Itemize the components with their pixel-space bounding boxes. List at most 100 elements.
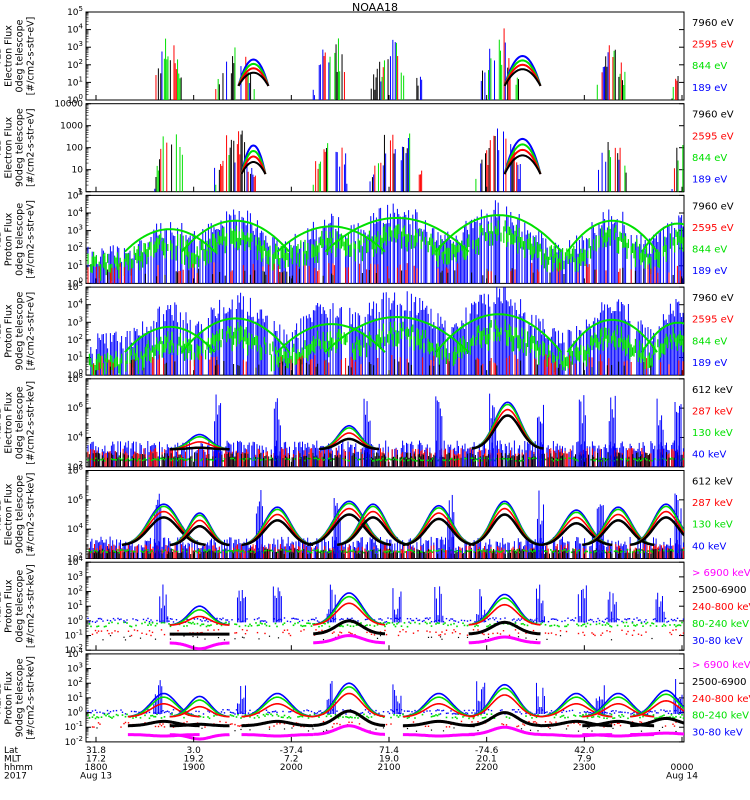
data-point: [574, 459, 577, 461]
data-point: [425, 551, 427, 553]
data-point: [323, 458, 326, 461]
data-point: [239, 550, 241, 553]
data-point: [481, 551, 483, 553]
data-point: [496, 550, 499, 552]
data-point: [216, 617, 218, 620]
data-point: [171, 457, 174, 460]
data-point: [103, 625, 106, 628]
data-point: [373, 625, 376, 627]
data-point: [126, 622, 128, 624]
legend-entry: 287 keV: [692, 406, 733, 417]
data-point: [417, 551, 419, 554]
y-label-line: TED: [0, 322, 4, 342]
series-line: [241, 506, 314, 546]
data-point: [123, 549, 126, 551]
y-tick-label: 102: [67, 333, 83, 346]
data-point: [494, 550, 496, 553]
data-point: [482, 549, 484, 551]
data-point: [174, 550, 176, 553]
y-tick-label: 10: [72, 166, 84, 176]
data-point: [475, 458, 478, 460]
data-point: [234, 459, 236, 461]
data-point: [108, 632, 110, 635]
data-point: [451, 457, 453, 460]
data-point: [553, 550, 556, 552]
data-point: [366, 549, 369, 552]
data-point: [370, 458, 373, 460]
series-line: [435, 313, 563, 353]
panel-data: [88, 287, 684, 376]
data-point: [90, 625, 92, 628]
data-point: [122, 457, 124, 460]
data-point: [464, 551, 466, 554]
data-point: [136, 459, 139, 462]
data-point: [130, 634, 133, 637]
data-point: [291, 617, 293, 620]
data-point: [189, 621, 191, 624]
data-point: [265, 549, 267, 552]
y-label-line: MEPED: [0, 498, 4, 531]
data-point: [235, 549, 237, 551]
data-point: [479, 457, 482, 460]
data-point: [267, 549, 270, 552]
data-point: [87, 617, 89, 620]
data-point: [615, 550, 617, 552]
y-tick-label: 101: [67, 599, 83, 612]
data-point: [93, 549, 96, 552]
data-point: [420, 459, 422, 461]
data-point: [232, 551, 235, 554]
data-point: [628, 458, 630, 461]
data-point: [524, 549, 526, 552]
data-point: [96, 625, 98, 628]
data-point: [192, 621, 194, 624]
y-tick-label: 103: [67, 315, 83, 328]
data-point: [186, 550, 188, 553]
data-point: [670, 457, 673, 459]
data-point: [308, 550, 310, 553]
data-point: [147, 617, 149, 620]
y-axis-label: TED Proton Flux 90deg telescope [#/cm2-s-st…: [0, 291, 37, 370]
data-point: [318, 551, 321, 554]
y-label-line: [#/cm2-s-str-eV]: [26, 200, 37, 279]
data-point: [288, 550, 291, 553]
legend-entry: 189 eV: [692, 358, 727, 369]
data-point: [250, 625, 253, 627]
data-point: [202, 623, 205, 626]
data-point: [358, 550, 361, 553]
data-point: [258, 617, 260, 619]
data-point: [639, 459, 642, 462]
data-point: [306, 622, 308, 625]
data-point: [464, 457, 466, 460]
data-point: [93, 459, 96, 462]
series-line: [180, 219, 291, 253]
data-point: [144, 621, 146, 624]
data-point: [348, 550, 351, 553]
data-point: [256, 631, 259, 634]
data-point: [312, 549, 314, 552]
data-point: [259, 620, 262, 622]
data-point: [598, 460, 600, 462]
series-line: [503, 59, 542, 87]
data-point: [637, 549, 639, 552]
data-point: [466, 550, 469, 552]
series-line: [237, 67, 270, 87]
data-point: [127, 457, 130, 460]
data-point: [352, 549, 354, 551]
data-point: [154, 638, 157, 640]
data-point: [641, 459, 643, 462]
data-point: [594, 459, 596, 462]
data-point: [407, 459, 409, 462]
data-point: [150, 624, 152, 626]
data-point: [405, 457, 408, 460]
data-point: [473, 460, 475, 462]
data-point: [207, 624, 209, 627]
data-point: [176, 459, 179, 462]
data-point: [234, 623, 236, 625]
data-point: [468, 550, 470, 553]
data-point: [357, 551, 360, 553]
data-point: [124, 550, 127, 553]
data-point: [214, 458, 217, 460]
data-point: [590, 551, 592, 554]
data-point: [202, 549, 205, 552]
